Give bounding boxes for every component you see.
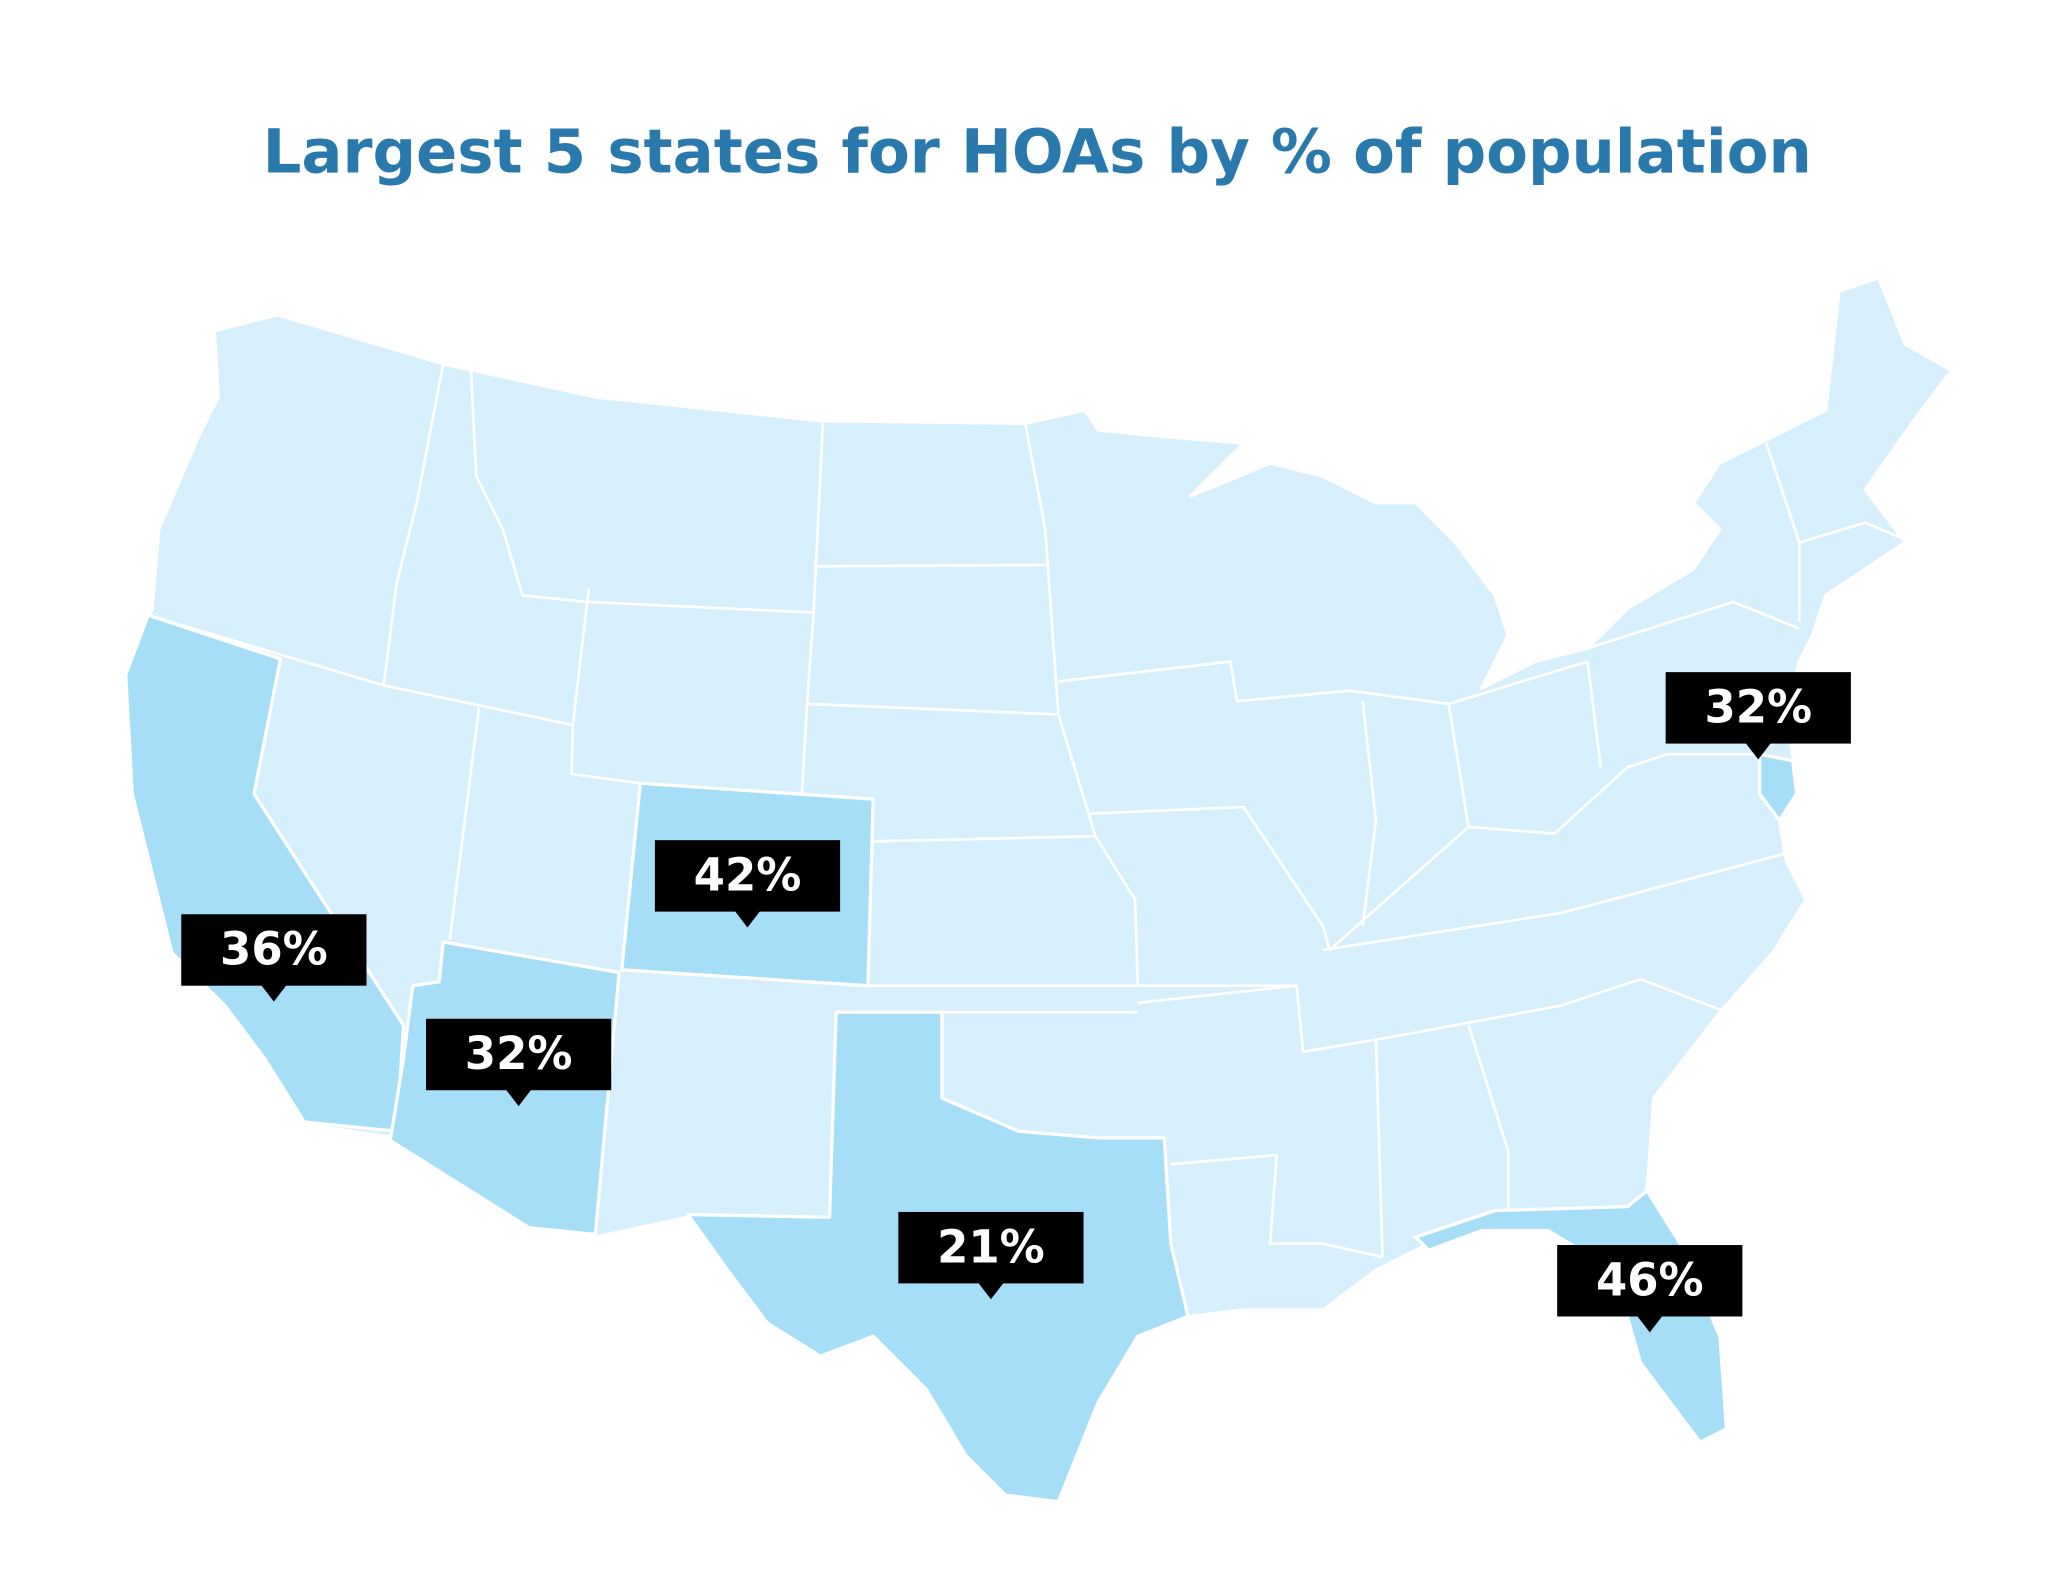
state-border [571,588,591,726]
state-border [1170,1153,1383,1259]
callout: 32% [1665,672,1851,760]
callout-box [654,840,841,912]
state-border [1024,423,1140,986]
state-border [1447,703,1470,828]
state-border [1058,660,1588,706]
state-border [806,702,1059,716]
title: Largest 5 states for HOAs by % of popula… [263,118,1812,188]
callout: 36% [181,914,367,1002]
state-border [1374,1038,1384,1257]
callout-box [898,1211,1084,1284]
callout-box [426,1018,612,1091]
callout-label: 32% [1704,680,1812,733]
us-map [124,276,1954,1504]
callout-pointer [734,910,761,928]
callouts: 32% 42% 36% 32% 21% 46% [181,672,1851,1333]
state-border [1798,521,1913,544]
state-border [448,707,481,940]
state-border [1764,442,1801,622]
state-border [800,420,825,798]
callout-label: 21% [937,1220,1045,1273]
callout-label: 42% [694,849,802,902]
callout-box [1557,1245,1743,1317]
state-border [816,563,1048,568]
callout-pointer [505,1088,532,1107]
callout-box [181,914,367,986]
highlighted-state [124,613,406,1133]
state-border [1467,1024,1510,1211]
state-border [469,370,814,614]
callout-box [1665,672,1851,744]
callout: 42% [654,840,841,928]
callout-pointer [260,984,288,1002]
callout: 46% [1557,1245,1743,1333]
callout: 32% [426,1018,612,1107]
state-border [1587,600,1800,650]
callout-label: 36% [220,923,328,976]
highlighted-state [1757,752,1799,822]
state-border [1586,661,1603,768]
callout-pointer [1636,1315,1664,1333]
state-border [873,834,1096,843]
callout: 21% [898,1211,1084,1300]
callout-label: 32% [465,1027,573,1080]
state-border [1137,977,1727,1054]
state-border [1322,852,1787,952]
state-border [1361,701,1378,927]
callout-label: 46% [1596,1253,1704,1306]
callout-pointer [1745,742,1772,760]
callout-pointer [977,1282,1005,1300]
state-border [382,363,445,686]
